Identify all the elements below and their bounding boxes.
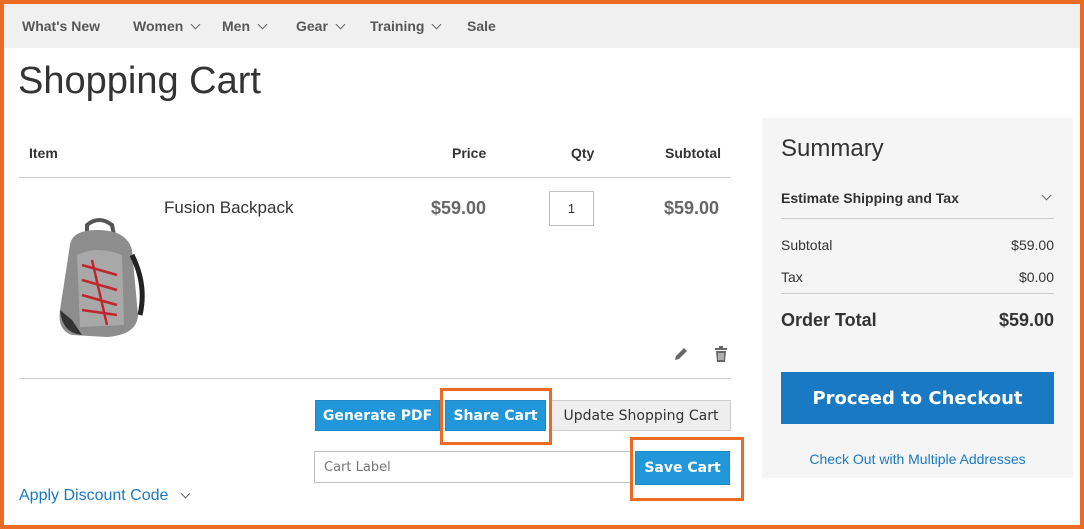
trash-icon[interactable]	[712, 345, 730, 363]
share-cart-button[interactable]: Share Cart	[445, 400, 546, 431]
update-cart-button[interactable]: Update Shopping Cart	[551, 400, 731, 431]
tax-value: $0.00	[1018, 269, 1054, 285]
top-navigation: What's New Women Men Gear Training Sale	[4, 4, 1080, 48]
apply-discount-toggle[interactable]: Apply Discount Code	[19, 487, 191, 505]
nav-label: Men	[222, 18, 250, 34]
nav-men[interactable]: Men	[222, 18, 268, 34]
divider	[781, 293, 1054, 294]
nav-label: Women	[133, 18, 184, 34]
order-summary: Summary Estimate Shipping and Tax Subtot…	[762, 118, 1073, 478]
cart-label-input[interactable]	[314, 451, 631, 483]
nav-label: Training	[370, 18, 425, 34]
save-cart-button[interactable]: Save Cart	[635, 451, 730, 485]
proceed-to-checkout-button[interactable]: Proceed to Checkout	[781, 372, 1054, 424]
qty-input[interactable]: 1	[549, 191, 594, 226]
nav-training[interactable]: Training	[370, 18, 442, 34]
col-qty: Qty	[571, 145, 595, 161]
product-name[interactable]: Fusion Backpack	[164, 198, 294, 217]
summary-title: Summary	[781, 135, 884, 162]
order-total-label: Order Total	[781, 310, 877, 330]
discount-label: Apply Discount Code	[19, 487, 169, 504]
col-subtotal: Subtotal	[665, 145, 721, 161]
multi-address-checkout-link[interactable]: Check Out with Multiple Addresses	[809, 451, 1026, 467]
divider	[19, 177, 731, 178]
highlight-box	[630, 437, 744, 501]
highlight-box	[440, 388, 552, 445]
generate-pdf-button[interactable]: Generate PDF	[315, 400, 440, 431]
estimate-label: Estimate Shipping and Tax	[781, 190, 959, 206]
product-price: $59.00	[431, 198, 487, 218]
product-image[interactable]	[52, 215, 147, 340]
nav-sale[interactable]: Sale	[467, 18, 496, 34]
estimate-shipping-toggle[interactable]: Estimate Shipping and Tax	[781, 190, 1054, 206]
nav-whats-new[interactable]: What's New	[22, 18, 101, 34]
edit-icon[interactable]	[672, 345, 690, 363]
nav-gear[interactable]: Gear	[296, 18, 346, 34]
page-title: Shopping Cart	[18, 60, 261, 102]
order-total-value: $59.00	[998, 310, 1054, 330]
subtotal-value: $59.00	[1011, 237, 1054, 253]
nav-women[interactable]: Women	[133, 18, 201, 34]
product-subtotal: $59.00	[664, 198, 720, 218]
subtotal-label: Subtotal	[781, 237, 833, 253]
nav-label: Gear	[296, 18, 328, 34]
divider	[781, 218, 1054, 219]
col-item: Item	[29, 145, 58, 161]
col-price: Price	[452, 145, 487, 161]
tax-label: Tax	[781, 269, 803, 285]
divider	[19, 378, 731, 379]
